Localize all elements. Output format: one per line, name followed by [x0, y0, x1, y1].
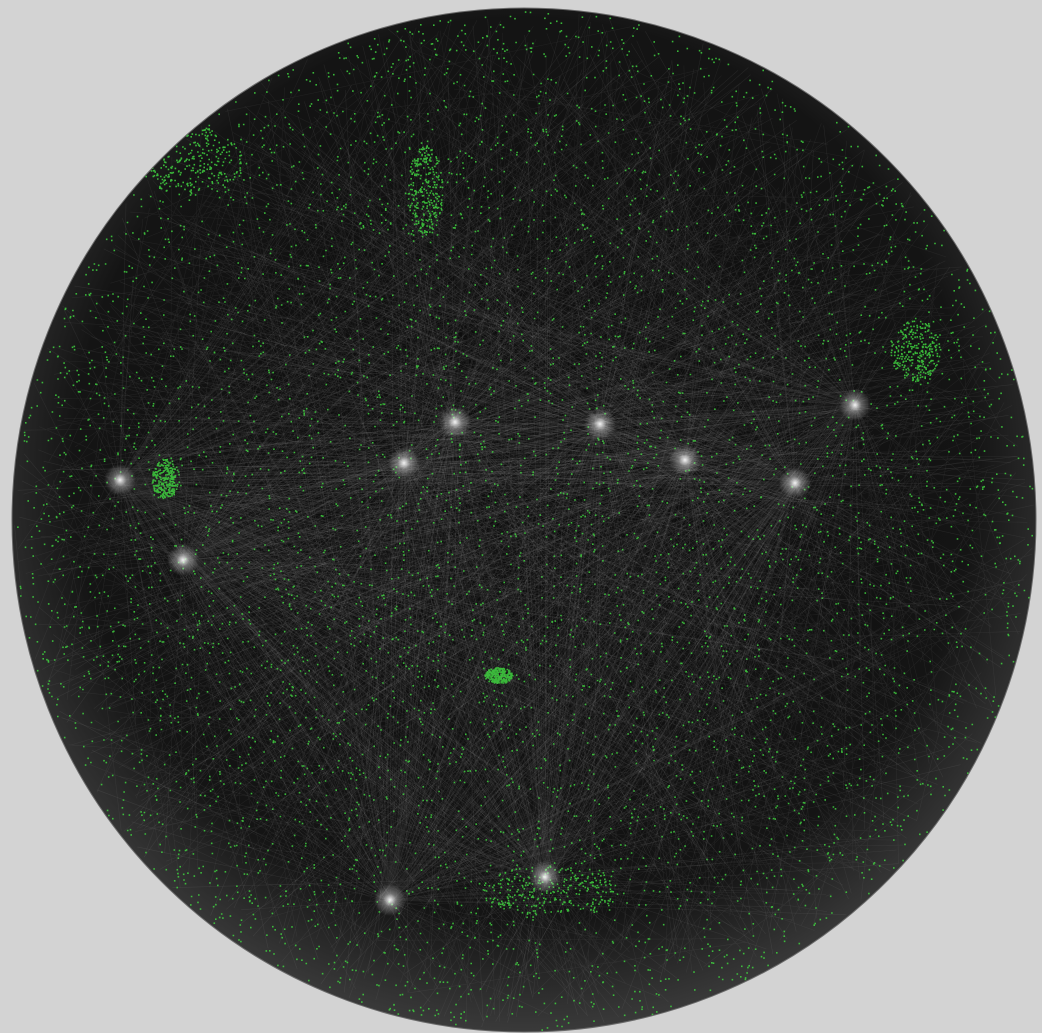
hub-right	[779, 467, 811, 499]
sphere-rim	[11, 7, 1037, 1033]
hub-center-left-2	[388, 447, 420, 479]
hub-bottom	[529, 861, 561, 893]
hub-center	[584, 408, 616, 440]
hub-bottom-spokes	[51, 19, 964, 1023]
sphere-background	[12, 8, 1036, 1032]
hub-right-spokes	[47, 17, 1017, 1022]
edges-layer	[14, 13, 1034, 1028]
hub-center-right	[669, 444, 701, 476]
hub-right-2-spokes	[26, 28, 993, 1010]
hub-left-1	[104, 464, 136, 496]
graph-edges	[14, 13, 1034, 1028]
hub-spokes-layer	[17, 14, 1027, 1023]
hub-center-right-spokes	[17, 95, 1026, 999]
hub-bottom-left-spokes	[23, 30, 996, 989]
hub-left-2-spokes	[19, 20, 1009, 995]
hub-left-2	[167, 544, 199, 576]
hub-center-left	[439, 406, 471, 438]
hub-center-left-spokes	[61, 30, 1012, 1022]
hub-left-1-spokes	[43, 35, 1013, 1017]
hubs-layer	[11, 7, 1037, 1033]
hub-right-2	[839, 389, 871, 421]
hub-bottom-left	[374, 884, 406, 916]
